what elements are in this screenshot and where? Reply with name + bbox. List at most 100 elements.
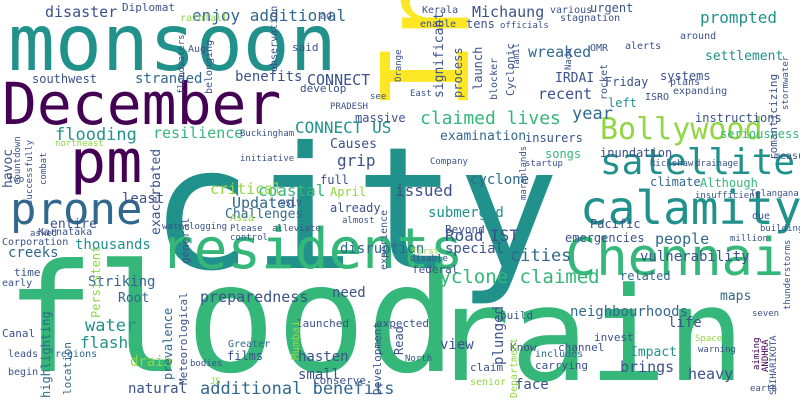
word-life: life [668, 315, 702, 331]
word-diplomat: Diplomat [122, 1, 175, 14]
word-drainage: drainage [695, 159, 739, 169]
word-first: first [412, 247, 440, 257]
word-small: small [298, 367, 341, 383]
word-company: Company [430, 157, 468, 167]
word-full: full [320, 173, 349, 187]
word-prompted: prompted [700, 8, 778, 27]
word-buckingham: Buckingham [240, 129, 295, 139]
word-develop: develop [300, 82, 347, 95]
word-leads: leads [8, 349, 39, 360]
word-cyclone-claimed: cyclone claimed [428, 266, 600, 288]
word-due: due [752, 211, 771, 222]
word-benefits: benefits [235, 69, 303, 85]
word-officials: officials [500, 21, 549, 31]
word-road: Road [445, 226, 484, 245]
word-rainfall: rainfall [180, 13, 229, 24]
word-massive: massive [355, 111, 406, 125]
word-special: special [445, 241, 505, 257]
word-residents: residents [160, 217, 464, 282]
word-see: see [370, 92, 387, 102]
word-floodwaters: floodwaters [177, 34, 187, 94]
word-space: Space [695, 334, 723, 344]
word-pm: pm [70, 127, 143, 197]
word-view: view [440, 337, 474, 353]
word-ist: IST [490, 226, 519, 245]
word-drain: drain [130, 354, 173, 370]
word-stormwater: stormwater [781, 55, 791, 110]
word-build: build [500, 309, 534, 322]
word-countdown: countdown [13, 136, 23, 185]
word-significant: significant [432, 11, 447, 98]
word-rocket: rocket [599, 63, 610, 100]
word-monsoon: monsoon [8, 0, 337, 89]
word-karnataka: Karnataka [38, 227, 93, 238]
word-know: Know [510, 341, 537, 354]
word-rain: rain [432, 259, 746, 400]
word-control: control [230, 233, 268, 243]
word-senior: senior [470, 377, 507, 388]
word-regions: regions [55, 349, 98, 360]
word-settlement: settlement [705, 49, 784, 64]
word-earth: earth [750, 384, 778, 394]
word-alleviate: alleviate [272, 224, 321, 234]
word-films: films [227, 349, 264, 363]
word-creeks: creeks [8, 245, 59, 261]
word-insurers: insurers [525, 131, 583, 145]
word-plans: plans [670, 77, 701, 88]
word-connect: CONNECT [307, 71, 371, 89]
word-heavy: heavy [688, 365, 734, 383]
word-need: need [332, 285, 366, 301]
word-critical: critical [210, 180, 283, 198]
word-pradesh: PRADESH [330, 102, 368, 112]
word-includes: includes [535, 349, 584, 360]
word-already: already [330, 201, 381, 215]
word-resilience: resilience [153, 124, 244, 142]
word-isro: ISRO [645, 92, 670, 103]
word-seriousness: seriousness [720, 127, 800, 141]
word-rickshaw: Rickshaw [650, 159, 694, 169]
word-plunged: plunged [491, 305, 507, 365]
word-face: face [515, 377, 549, 393]
word-around: around [680, 31, 717, 42]
word-michaung: Michaung [472, 3, 545, 21]
word-preparedness: preparedness [200, 288, 309, 306]
word-experience: experience [379, 209, 390, 270]
word-sslv: SSLV [280, 199, 302, 209]
word-causes: Causes [330, 137, 377, 152]
word-songs: songs [545, 147, 582, 161]
word-coastal: coastal [258, 181, 326, 200]
word-satellite: satellite [600, 142, 796, 183]
word-combat: combat [39, 152, 49, 185]
word-million: million [730, 234, 768, 244]
word-said: said [292, 41, 319, 54]
word-climate: climate [650, 175, 701, 189]
word-thunderstorms: thunderstorms [783, 239, 793, 310]
word-disruption: disruption [340, 241, 425, 257]
word-emergencies: emergencies [565, 231, 645, 245]
word-js: JS [210, 377, 221, 387]
word-time: time [14, 266, 41, 279]
word-begin: begin [8, 367, 39, 378]
word-additional-benefits: additional benefits [200, 379, 395, 399]
word-measu: measu [774, 151, 800, 162]
word-alerts: alerts [625, 41, 662, 52]
word-enable: enable [420, 19, 457, 30]
word-recent: recent [538, 85, 593, 103]
word-nadu: Nadu [564, 48, 574, 70]
word-orange: Orange [394, 49, 404, 82]
word-asked: asked [30, 229, 58, 239]
word-tamil: Tamil [512, 42, 522, 70]
word-general: general [179, 217, 192, 264]
word-people: people [655, 230, 710, 248]
word-claim: claim [470, 361, 504, 374]
word-meteorological: Meteorological [177, 292, 190, 385]
word-flash: flash [80, 333, 129, 352]
word-seven: seven [752, 309, 780, 319]
word-wreaked: wreaked [528, 43, 592, 61]
word-systems: systems [660, 69, 711, 83]
word-calamity: calamity [580, 181, 800, 235]
word-disaster: disaster [45, 3, 118, 21]
word-north: North [405, 354, 433, 364]
word-startup: startup [525, 159, 563, 169]
word-vulnerability: vulnerability [640, 249, 750, 265]
